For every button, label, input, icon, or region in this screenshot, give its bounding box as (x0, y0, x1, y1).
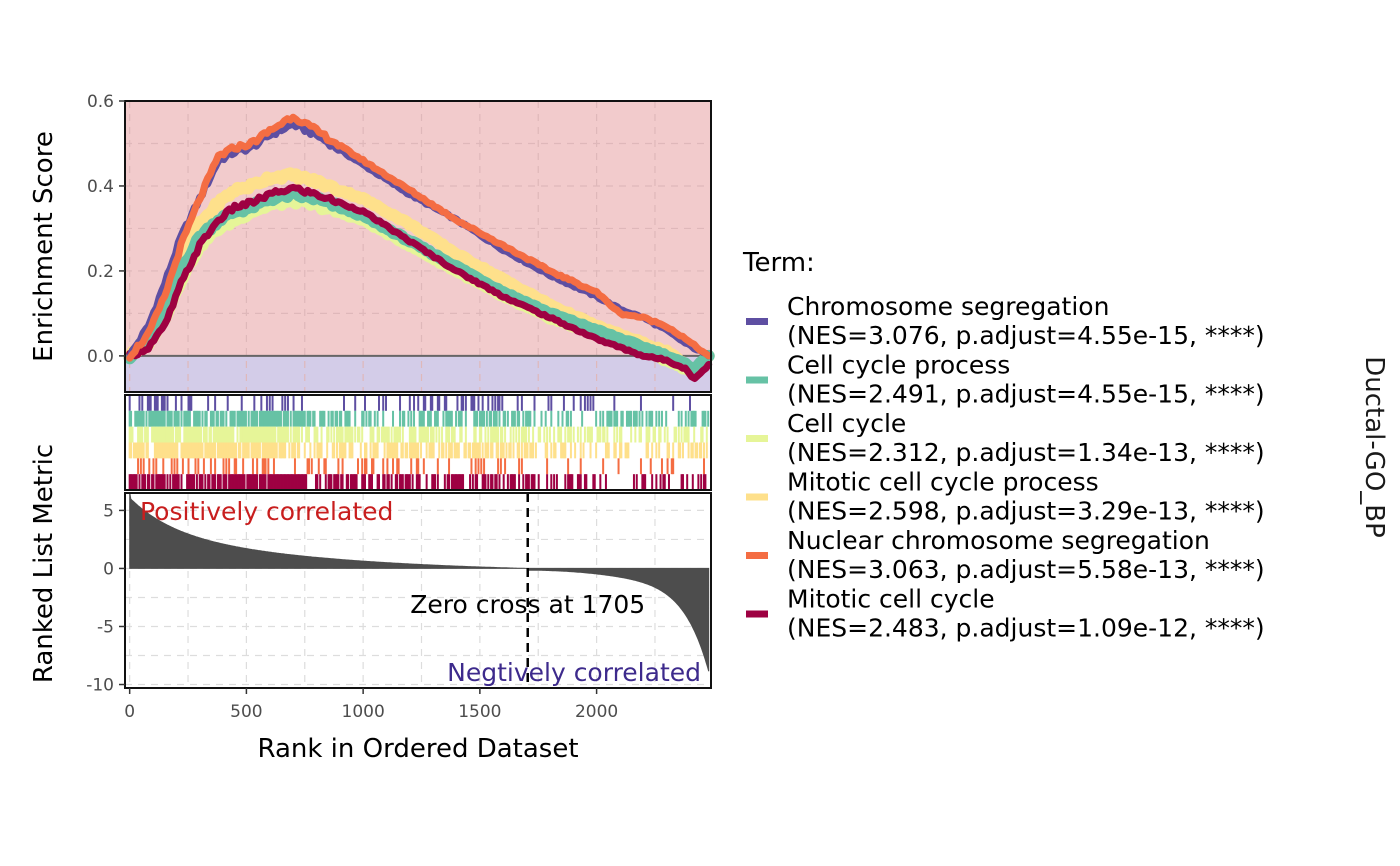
enrichment-y-label: Enrichment Score (29, 131, 59, 362)
facet-strip-label: Ductal-GO_BP (1359, 356, 1389, 538)
enrichment-lines (123, 113, 715, 382)
legend-term-name: Mitotic cell cycle (787, 585, 995, 614)
legend-key-mitotic-cell-cycle (746, 610, 768, 618)
metric-grid (125, 493, 711, 688)
enrichment-frame (124, 100, 712, 393)
hit-ticks (128, 395, 710, 490)
y-tick-label: -10 (86, 676, 114, 696)
y-tick-label: 0.2 (87, 262, 114, 282)
y-tick-label: 5 (103, 501, 114, 521)
x-axis-label: Rank in Ordered Dataset (257, 734, 578, 764)
hits-frame (124, 394, 712, 491)
legend-term-stats: (NES=2.491, p.adjust=4.55e-15, ****) (787, 380, 1265, 409)
metric-frame (124, 492, 712, 689)
x-tick-label: 500 (230, 702, 262, 722)
enrichment-y-axis: 0.0 0.2 0.4 0.6 (87, 92, 125, 367)
y-tick-label: 0.4 (87, 177, 114, 197)
hits-panel (124, 394, 712, 491)
legend-term-stats: (NES=3.063, p.adjust=5.58e-13, ****) (787, 555, 1265, 584)
ranked-metric-area (129, 492, 710, 672)
enrichment-score-panel: 0.0 0.2 0.4 0.6 Enrichment Score (29, 92, 715, 393)
y-tick-label: 0.0 (87, 347, 114, 367)
x-tick-label: 1000 (342, 702, 385, 722)
zero-cross-label: Zero cross at 1705 (410, 590, 645, 619)
y-tick-label: 0 (103, 559, 114, 579)
legend-term-name: Cell cycle process (787, 351, 1010, 380)
series-line-mitotic-cell-cycle (126, 183, 713, 382)
legend-title: Term: (742, 248, 815, 278)
x-tick-label: 2000 (575, 702, 618, 722)
legend-key-cell-cycle (746, 435, 768, 442)
legend-key-chromosome-segregation (746, 318, 768, 325)
legend: Term: Chromosome segregation(NES=3.076, … (742, 248, 1265, 643)
x-axis: 0 500 1000 1500 2000 (124, 688, 618, 722)
legend-term-name: Chromosome segregation (787, 292, 1109, 321)
x-tick-label: 0 (124, 702, 135, 722)
legend-term-name: Mitotic cell cycle process (787, 468, 1099, 497)
enrichment-grid (125, 101, 711, 392)
y-tick-label: -5 (97, 617, 114, 637)
negatively-correlated-label: Negtively correlated (447, 658, 701, 687)
legend-term-stats: (NES=3.076, p.adjust=4.55e-15, ****) (787, 321, 1265, 350)
legend-key-mitotic-cell-cycle-process (746, 493, 768, 501)
legend-term-name: Nuclear chromosome segregation (787, 526, 1210, 555)
x-tick-label: 1500 (458, 702, 501, 722)
positively-correlated-label: Positively correlated (140, 497, 393, 526)
ranked-metric-panel: Positively correlated Negtively correlat… (29, 444, 712, 764)
series-line-nuclear-chromosome-segregation (126, 113, 713, 362)
legend-term-stats: (NES=2.312, p.adjust=1.34e-13, ****) (787, 438, 1265, 467)
metric-y-label: Ranked List Metric (29, 444, 59, 683)
legend-key-cell-cycle-process (746, 376, 768, 384)
metric-y-axis: 5 0 -5 -10 (86, 501, 125, 696)
legend-term-stats: (NES=2.598, p.adjust=3.29e-13, ****) (787, 497, 1265, 526)
legend-key-nuclear-chromosome-segregation (746, 552, 768, 559)
negative-region (125, 355, 711, 392)
legend-term-stats: (NES=2.483, p.adjust=1.09e-12, ****) (787, 614, 1265, 643)
legend-items: Chromosome segregation(NES=3.076, p.adju… (746, 292, 1265, 643)
legend-term-name: Cell cycle (787, 409, 906, 438)
y-tick-label: 0.6 (87, 92, 114, 112)
